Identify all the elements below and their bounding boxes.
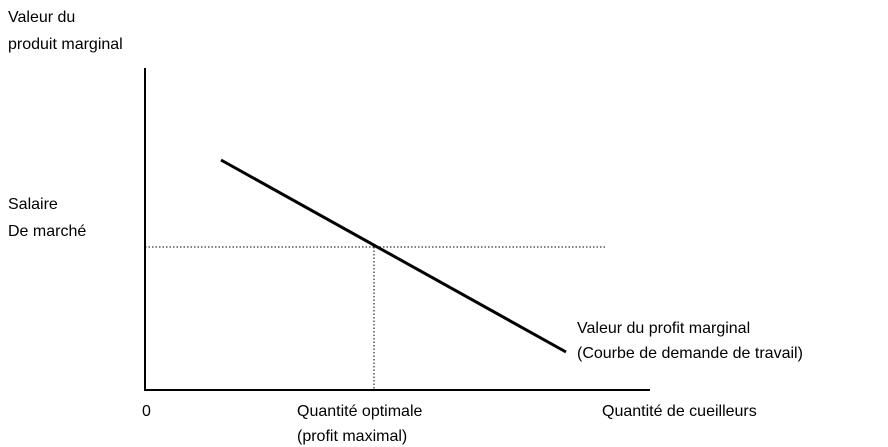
wage-label: De marché — [8, 223, 86, 240]
y-axis-label: produit marginal — [8, 36, 123, 53]
curve-label: (Courbe de demande de travail) — [577, 345, 803, 362]
y-axis-label: Valeur du — [8, 9, 75, 26]
demand-curve — [220, 158, 567, 354]
x-axis-label: Quantité de cueilleurs — [602, 403, 757, 420]
origin-label: 0 — [142, 403, 151, 420]
curve-label: Valeur du profit marginal — [577, 320, 750, 337]
optimum-label: (profit maximal) — [297, 428, 407, 445]
wage-label: Salaire — [8, 196, 58, 213]
optimum-label: Quantité optimale — [297, 403, 423, 420]
